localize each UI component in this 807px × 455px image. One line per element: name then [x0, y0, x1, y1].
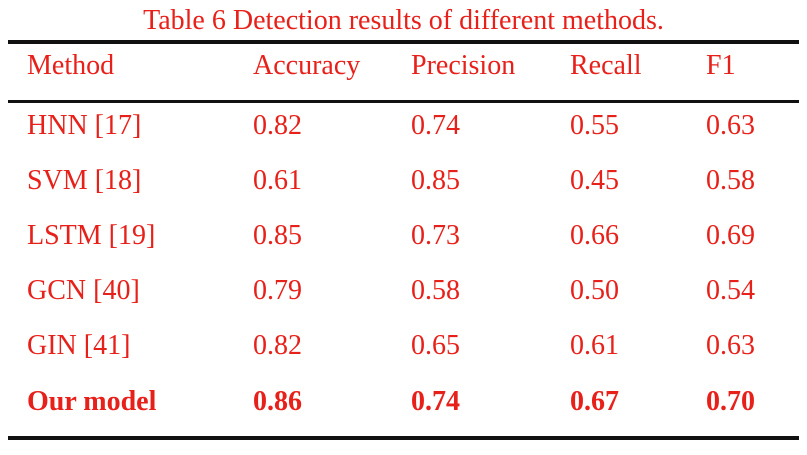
precision-cell: 0.74 — [411, 386, 460, 417]
method-cell: GIN [41] — [27, 330, 131, 361]
bottom-rule — [8, 436, 799, 440]
f1-cell: 0.58 — [706, 165, 755, 196]
recall-cell: 0.50 — [570, 275, 619, 306]
method-cell: GCN [40] — [27, 275, 140, 306]
accuracy-cell: 0.82 — [253, 330, 302, 361]
f1-cell: 0.69 — [706, 220, 755, 251]
recall-cell: 0.61 — [570, 330, 619, 361]
accuracy-cell: 0.61 — [253, 165, 302, 196]
table-row: GIN [41] 0.82 0.65 0.61 0.63 — [0, 326, 807, 366]
header-recall: Recall — [570, 50, 642, 81]
header-method: Method — [27, 50, 115, 81]
recall-cell: 0.67 — [570, 386, 619, 417]
accuracy-cell: 0.85 — [253, 220, 302, 251]
method-cell: SVM [18] — [27, 165, 142, 196]
method-cell: HNN [17] — [27, 110, 142, 141]
table-row: HNN [17] 0.82 0.74 0.55 0.63 — [0, 106, 807, 146]
header-rule — [8, 100, 799, 103]
method-cell: Our model — [27, 386, 157, 417]
f1-cell: 0.70 — [706, 386, 755, 417]
header-precision: Precision — [411, 50, 516, 81]
table-caption: Table 6 Detection results of different m… — [143, 5, 664, 36]
precision-cell: 0.85 — [411, 165, 460, 196]
table-row: SVM [18] 0.61 0.85 0.45 0.58 — [0, 161, 807, 201]
precision-cell: 0.74 — [411, 110, 460, 141]
top-rule — [8, 40, 799, 44]
precision-cell: 0.58 — [411, 275, 460, 306]
precision-cell: 0.65 — [411, 330, 460, 361]
f1-cell: 0.63 — [706, 110, 755, 141]
f1-cell: 0.54 — [706, 275, 755, 306]
f1-cell: 0.63 — [706, 330, 755, 361]
recall-cell: 0.55 — [570, 110, 619, 141]
header-accuracy: Accuracy — [253, 50, 361, 81]
accuracy-cell: 0.79 — [253, 275, 302, 306]
table-row: GCN [40] 0.79 0.58 0.50 0.54 — [0, 271, 807, 311]
header-row: Method Accuracy Precision Recall F1 — [0, 46, 807, 86]
recall-cell: 0.66 — [570, 220, 619, 251]
table-row: LSTM [19] 0.85 0.73 0.66 0.69 — [0, 216, 807, 256]
method-cell: LSTM [19] — [27, 220, 156, 251]
table-row-highlight: Our model 0.86 0.74 0.67 0.70 — [0, 382, 807, 422]
header-f1: F1 — [706, 50, 736, 81]
precision-cell: 0.73 — [411, 220, 460, 251]
accuracy-cell: 0.86 — [253, 386, 302, 417]
recall-cell: 0.45 — [570, 165, 619, 196]
accuracy-cell: 0.82 — [253, 110, 302, 141]
